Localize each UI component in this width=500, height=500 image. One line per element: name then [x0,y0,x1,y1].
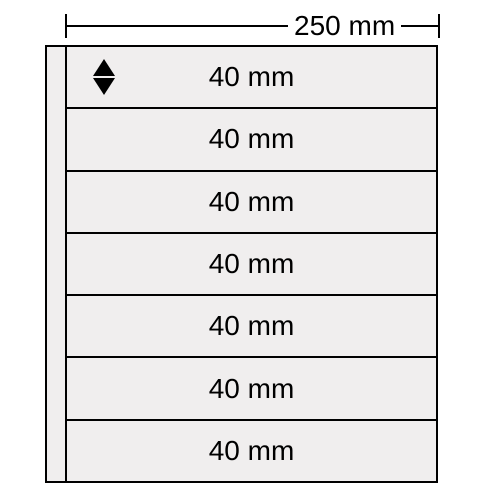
strip-height-label: 40 mm [209,310,295,342]
strip-row: 40 mm [67,358,436,420]
strip-height-label: 40 mm [209,186,295,218]
binding-margin [47,47,67,481]
strip-height-label: 40 mm [209,123,295,155]
strips-container: 40 mm 40 mm 40 mm 40 mm 40 mm 40 mm 40 m… [67,47,436,481]
strip-row: 40 mm [67,421,436,481]
strip-row: 40 mm [67,234,436,296]
diagram-canvas: 250 mm 40 mm 40 mm 40 mm 40 mm 40 mm [0,0,500,500]
strip-height-label: 40 mm [209,248,295,280]
arrow-down-icon [93,78,115,95]
arrow-up-icon [93,59,115,76]
strip-row: 40 mm [67,296,436,358]
page-frame: 40 mm 40 mm 40 mm 40 mm 40 mm 40 mm 40 m… [45,45,438,483]
strip-height-label: 40 mm [209,61,295,93]
height-dimension-arrows [93,59,115,95]
strip-row: 40 mm [67,172,436,234]
strip-row: 40 mm [67,47,436,109]
strip-row: 40 mm [67,109,436,171]
width-dimension-label: 250 mm [288,10,401,42]
width-tick-right [438,14,440,38]
strip-height-label: 40 mm [209,435,295,467]
strip-height-label: 40 mm [209,373,295,405]
